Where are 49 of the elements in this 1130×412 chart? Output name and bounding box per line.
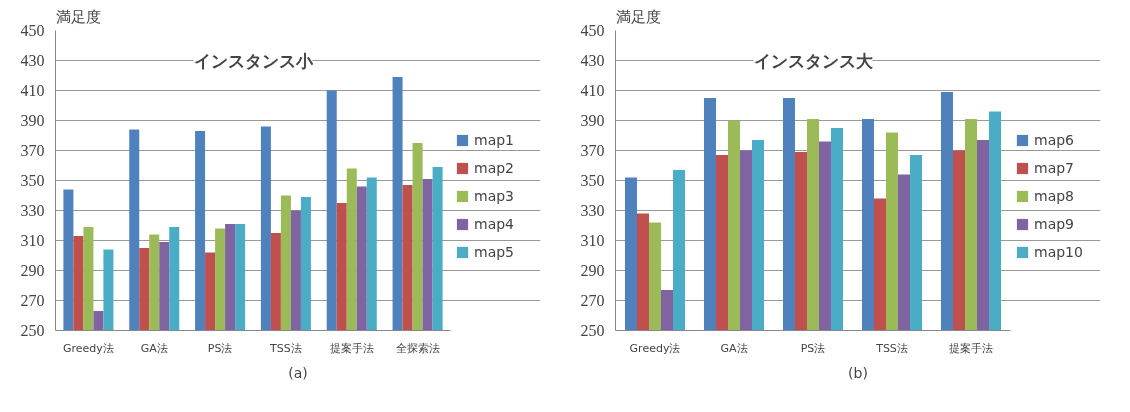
y-tick-label: 410 [20, 82, 45, 99]
y-tick-label: 450 [20, 22, 45, 39]
legend-label: map10 [1034, 244, 1083, 260]
y-tick-label: 430 [20, 52, 45, 69]
y-tick-label: 410 [580, 82, 605, 99]
x-tick-label: Greedy法 [629, 341, 681, 355]
y-tick-label: 370 [20, 142, 45, 159]
legend-label: map6 [1034, 132, 1075, 148]
legend-label: map4 [474, 216, 515, 232]
legend-label: map8 [1034, 188, 1075, 204]
text: インスタンス小 [193, 50, 314, 71]
y-tick-label: 330 [20, 202, 45, 219]
legend-label: map1 [474, 132, 515, 148]
x-tick-label: GA法 [140, 341, 168, 355]
y-tick-label: 370 [580, 142, 605, 159]
text: インスタンス大 [753, 50, 874, 71]
legend-label: map3 [474, 188, 515, 204]
x-tick-label: Greedy法 [63, 341, 114, 355]
y-tick-label: 350 [580, 172, 605, 189]
y-axis-title: 満足度 [615, 7, 661, 26]
x-tick-label: 全探索法 [395, 341, 440, 355]
x-tick-label: TSS法 [875, 341, 908, 355]
legend-label: map7 [1034, 160, 1075, 176]
x-tick-label: TSS法 [269, 341, 302, 355]
legend-label: map9 [1034, 216, 1075, 232]
x-tick-label: 提案手法 [949, 341, 993, 355]
legend-label: map2 [474, 160, 515, 176]
x-tick-label: 提案手法 [329, 341, 374, 355]
y-tick-label: 270 [580, 292, 605, 309]
legend-label: map5 [474, 244, 515, 260]
x-tick-label: PS法 [207, 341, 233, 355]
y-tick-label: 310 [580, 232, 605, 249]
y-tick-label: 290 [580, 262, 605, 279]
y-tick-label: 450 [580, 22, 605, 39]
y-tick-label: 390 [580, 112, 605, 129]
text: (b) [848, 364, 868, 381]
y-tick-label: 390 [20, 112, 45, 129]
y-tick-label: 350 [20, 172, 45, 189]
y-tick-label: 310 [20, 232, 45, 249]
y-tick-label: 430 [580, 52, 605, 69]
x-tick-label: PS法 [800, 341, 826, 355]
y-tick-label: 250 [20, 322, 45, 339]
y-tick-label: 250 [580, 322, 605, 339]
y-tick-label: 330 [580, 202, 605, 219]
y-axis-title: 満足度 [55, 7, 101, 26]
text: (a) [288, 364, 308, 381]
x-tick-label: GA法 [720, 341, 748, 355]
y-tick-label: 290 [20, 262, 45, 279]
y-tick-label: 270 [20, 292, 45, 309]
